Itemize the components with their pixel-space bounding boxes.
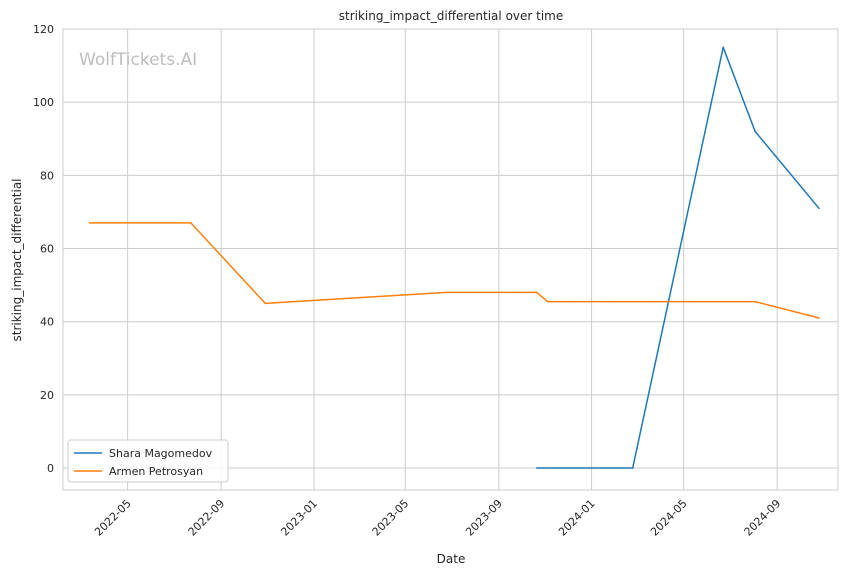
plot-frame xyxy=(62,28,839,491)
data-point-armen-petrosyan xyxy=(536,291,538,294)
plot-area xyxy=(63,29,838,490)
data-point-armen-petrosyan xyxy=(445,291,448,294)
data-point-shara-magomedov xyxy=(631,467,634,469)
legend-label-armen-petrosyan: Armen Petrosyan xyxy=(109,465,203,478)
chart-title: striking_impact_differential over time xyxy=(339,9,564,23)
data-point-shara-magomedov xyxy=(754,130,756,133)
y-tick-label: 80 xyxy=(40,169,54,182)
data-point-armen-petrosyan xyxy=(546,300,549,303)
legend-box xyxy=(67,439,229,483)
series-line-armen-petrosyan xyxy=(89,222,820,319)
y-axis-ticks: 0 20 40 60 80 100 120 xyxy=(33,23,54,475)
y-axis-title: striking_impact_differential xyxy=(10,178,24,341)
data-point-armen-petrosyan xyxy=(818,317,820,319)
watermark: WolfTickets.AI xyxy=(79,50,197,70)
data-point-armen-petrosyan xyxy=(189,222,192,224)
data-point-shara-magomedov xyxy=(818,207,820,210)
data-point-shara-magomedov xyxy=(722,46,724,49)
data-point-armen-petrosyan xyxy=(88,222,91,224)
y-tick-label: 0 xyxy=(47,462,54,475)
y-tick-label: 40 xyxy=(40,316,54,329)
y-tick-label: 100 xyxy=(33,96,54,109)
series-lines xyxy=(88,46,820,469)
data-point-armen-petrosyan xyxy=(754,300,756,303)
y-tick-label: 120 xyxy=(33,23,54,36)
data-point-armen-petrosyan xyxy=(264,302,267,305)
data-point-shara-magomedov xyxy=(536,467,538,469)
y-tick-label: 60 xyxy=(40,243,54,256)
x-axis-title: Date xyxy=(437,552,466,566)
y-tick-label: 20 xyxy=(40,389,54,402)
legend: Shara Magomedov Armen Petrosyan xyxy=(67,439,229,483)
legend-label-shara-magomedov: Shara Magomedov xyxy=(109,447,213,460)
